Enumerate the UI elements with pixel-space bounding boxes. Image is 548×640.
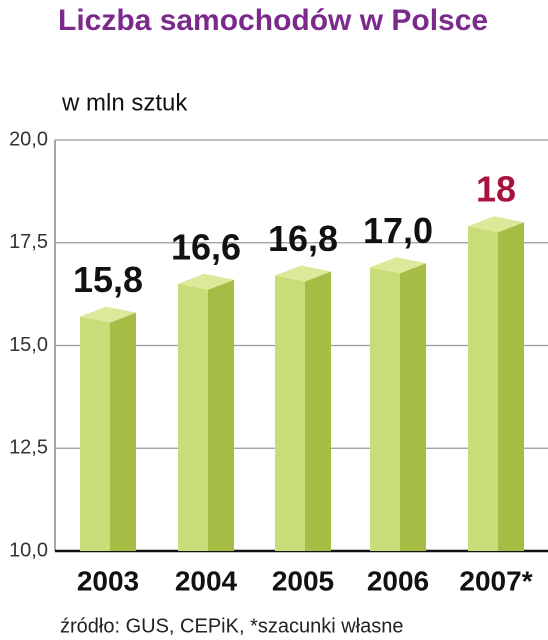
x-tick-label: 2006	[367, 565, 429, 596]
y-tick-label: 20,0	[9, 128, 48, 150]
value-label: 16,6	[171, 226, 241, 267]
chart-subtitle: w mln sztuk	[61, 89, 188, 116]
bar-front	[275, 275, 305, 551]
source-note: źródło: GUS, CEPiK, *szacunki własne	[60, 615, 403, 637]
y-tick-label: 17,5	[9, 231, 48, 253]
bar	[80, 306, 136, 551]
bar-top	[275, 265, 331, 282]
bar	[178, 273, 234, 551]
bar-side	[498, 222, 524, 551]
bar-side	[110, 312, 136, 551]
value-label: 18	[476, 169, 516, 210]
bar-top	[80, 306, 136, 323]
bar-top	[178, 273, 234, 290]
bar	[370, 257, 426, 551]
bar	[275, 265, 331, 551]
y-tick-label: 10,0	[9, 539, 48, 561]
value-label: 16,8	[268, 218, 338, 259]
x-tick-label: 2005	[272, 565, 334, 596]
x-tick-label: 2007*	[459, 565, 532, 596]
value-label: 17,0	[363, 210, 433, 251]
x-tick-label: 2003	[77, 565, 139, 596]
bar-front	[370, 267, 400, 551]
bar-side	[400, 263, 426, 551]
chart-title: Liczba samochodów w Polsce	[58, 4, 488, 37]
bar-top	[370, 257, 426, 274]
bar	[468, 216, 524, 551]
bar-side	[208, 279, 234, 551]
bar-front	[178, 283, 208, 551]
bar-top	[468, 216, 524, 233]
y-tick-label: 12,5	[9, 437, 48, 459]
x-tick-label: 2004	[175, 565, 238, 596]
bar-front	[468, 226, 498, 551]
bar-side	[305, 271, 331, 551]
bar-front	[80, 316, 110, 551]
value-label: 15,8	[73, 259, 143, 300]
y-tick-label: 15,0	[9, 334, 48, 356]
